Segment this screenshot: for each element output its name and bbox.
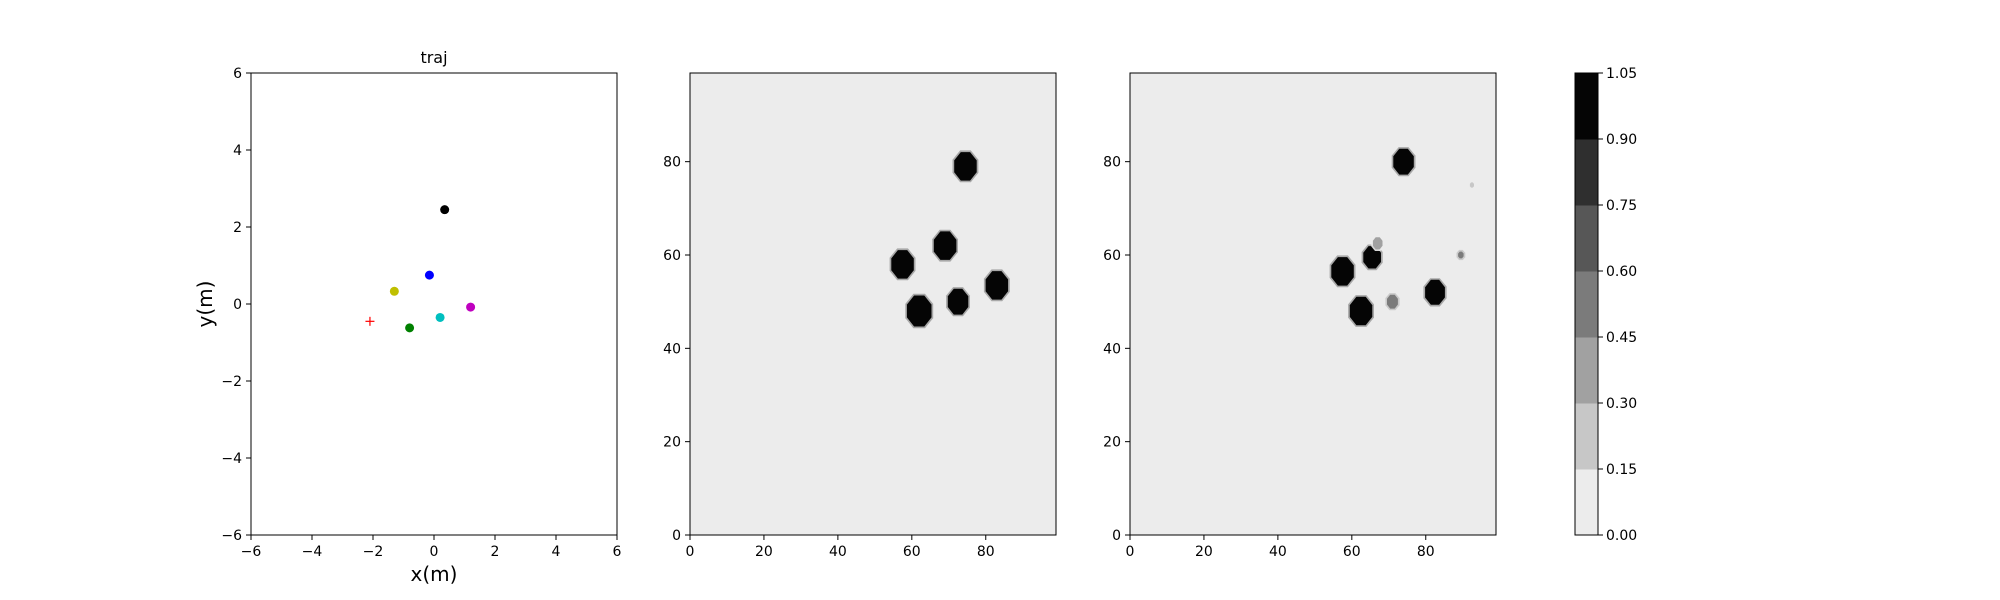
- occupancy-blob: [1423, 278, 1447, 307]
- traj-points: [365, 205, 476, 333]
- x-tick-label: −4: [302, 544, 323, 560]
- y-tick-label: 20: [663, 435, 681, 451]
- heatmap-1-x-ticks: 0 20 40 60 80: [686, 535, 995, 560]
- traj-plot-area: [250, 72, 618, 536]
- y-tick-label: 60: [663, 248, 681, 264]
- heatmap-2-blobs: [1329, 147, 1476, 327]
- colorbar-band: [1575, 271, 1598, 338]
- trajectory-point: [424, 270, 434, 280]
- y-tick-label: 4: [233, 143, 242, 159]
- occupancy-blob: [952, 150, 979, 183]
- traj-title: traj: [420, 48, 447, 67]
- occupancy-blob: [1456, 249, 1466, 261]
- heatmap-1-blobs: [889, 150, 1010, 329]
- occupancy-blob: [1348, 295, 1374, 327]
- heatmap-2-y-ticks: 0 20 40 60 80: [1103, 155, 1130, 544]
- colorbar-band: [1575, 469, 1598, 536]
- y-tick-label: −2: [221, 374, 242, 390]
- occupancy-blob: [946, 287, 970, 317]
- colorbar-tick-label: 0.15: [1606, 462, 1637, 478]
- heatmap-panel-2: 0 20 40 60 80 0 20 40 60 80: [1103, 72, 1497, 560]
- traj-y-ticks: −6 −4 −2 0 2 4 6: [221, 66, 251, 544]
- colorbar-tick-label: 0.45: [1606, 330, 1637, 346]
- colorbar-tick-label: 0.90: [1606, 132, 1637, 148]
- x-tick-label: −2: [363, 544, 384, 560]
- traj-y-axis-label: y(m): [193, 281, 217, 328]
- trajectory-point: [405, 323, 415, 333]
- occupancy-blob: [932, 229, 958, 262]
- x-tick-label: 80: [1417, 544, 1435, 560]
- trajectory-point: [435, 312, 445, 322]
- colorbar-tick-label: 0.30: [1606, 396, 1637, 412]
- trajectory-point: [440, 205, 450, 215]
- y-tick-label: 2: [233, 220, 242, 236]
- y-tick-label: −6: [221, 528, 242, 544]
- heatmap-2-x-ticks: 0 20 40 60 80: [1126, 535, 1435, 560]
- trajectory-point: [466, 302, 476, 312]
- heatmap-1-y-ticks: 0 20 40 60 80: [663, 155, 690, 544]
- colorbar-bands: [1575, 73, 1598, 536]
- y-tick-label: 80: [663, 155, 681, 171]
- traj-x-ticks: −6 −4 −2 0 2 4 6: [241, 535, 622, 560]
- occupancy-blob: [1468, 180, 1476, 190]
- heatmap-1-background: [690, 73, 1056, 535]
- occupancy-blob: [1385, 293, 1400, 311]
- colorbar-frame: [1574, 72, 1599, 536]
- y-tick-label: 60: [1103, 248, 1121, 264]
- x-tick-label: 80: [977, 544, 995, 560]
- x-tick-label: 0: [430, 544, 439, 560]
- colorbar-band: [1575, 139, 1598, 206]
- x-tick-label: 2: [491, 544, 500, 560]
- x-tick-label: 0: [1126, 544, 1135, 560]
- y-tick-label: 80: [1103, 155, 1121, 171]
- colorbar-band: [1575, 403, 1598, 470]
- x-tick-label: 60: [903, 544, 921, 560]
- x-tick-label: 4: [552, 544, 561, 560]
- x-tick-label: 60: [1343, 544, 1361, 560]
- y-tick-label: 40: [1103, 341, 1121, 357]
- trajectory-point: [389, 286, 399, 296]
- x-tick-label: 40: [1269, 544, 1287, 560]
- occupancy-blob: [1391, 147, 1416, 177]
- occupancy-blob: [1371, 235, 1385, 251]
- x-tick-label: −6: [241, 544, 262, 560]
- occupancy-blob: [889, 248, 916, 281]
- x-tick-label: 40: [829, 544, 847, 560]
- traj-panel: traj −6 −4 −2 0 2 4 6 −6 −4 −2 0 2 4 6 x(m) y(m): [193, 48, 622, 586]
- y-tick-label: 0: [672, 528, 681, 544]
- colorbar-tick-label: 1.05: [1606, 66, 1637, 82]
- colorbar-tick-label: 0.75: [1606, 198, 1637, 214]
- x-tick-label: 0: [686, 544, 695, 560]
- x-tick-label: 20: [755, 544, 773, 560]
- heatmap-panel-1: 0 20 40 60 80 0 20 40 60 80: [663, 72, 1057, 560]
- colorbar: 0.00 0.15 0.30 0.45 0.60 0.75 0.90 1.05: [1574, 66, 1637, 544]
- colorbar-ticks: 0.00 0.15 0.30 0.45 0.60 0.75 0.90 1.05: [1598, 66, 1637, 544]
- y-tick-label: 20: [1103, 435, 1121, 451]
- colorbar-band: [1575, 73, 1598, 140]
- colorbar-tick-label: 0.00: [1606, 528, 1637, 544]
- occupancy-blob: [983, 269, 1010, 302]
- x-tick-label: 6: [613, 544, 622, 560]
- colorbar-tick-label: 0.60: [1606, 264, 1637, 280]
- colorbar-band: [1575, 337, 1598, 404]
- occupancy-blob: [1329, 255, 1356, 288]
- colorbar-band: [1575, 205, 1598, 272]
- occupancy-blob: [905, 293, 934, 329]
- y-tick-label: 40: [663, 341, 681, 357]
- y-tick-label: 0: [233, 297, 242, 313]
- y-tick-label: 0: [1112, 528, 1121, 544]
- x-tick-label: 20: [1195, 544, 1213, 560]
- y-tick-label: −4: [221, 451, 242, 467]
- y-tick-label: 6: [233, 66, 242, 82]
- heatmap-2-frame: [1129, 72, 1497, 536]
- trajectory-target-marker: [365, 316, 375, 326]
- heatmap-1-frame: [689, 72, 1057, 536]
- traj-x-axis-label: x(m): [411, 562, 458, 586]
